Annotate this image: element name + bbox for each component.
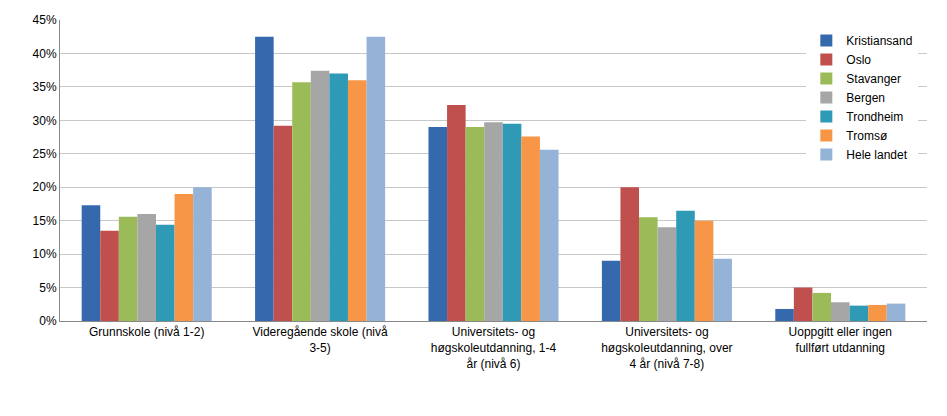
svg-text:Uoppgitt eller ingenfullført u: Uoppgitt eller ingenfullført utdanning xyxy=(789,325,892,355)
svg-text:Kristiansand: Kristiansand xyxy=(846,34,912,48)
svg-text:Oslo: Oslo xyxy=(846,53,871,67)
svg-text:20%: 20% xyxy=(33,180,57,194)
svg-text:45%: 45% xyxy=(33,13,57,27)
svg-text:Grunnskole (nivå 1-2): Grunnskole (nivå 1-2) xyxy=(89,325,204,339)
svg-text:0%: 0% xyxy=(39,314,57,328)
svg-text:15%: 15% xyxy=(33,214,57,228)
svg-text:Bergen: Bergen xyxy=(846,91,885,105)
svg-text:30%: 30% xyxy=(33,114,57,128)
svg-text:Tromsø: Tromsø xyxy=(846,129,888,143)
svg-text:Hele landet: Hele landet xyxy=(846,148,907,162)
svg-text:25%: 25% xyxy=(33,147,57,161)
svg-text:Stavanger: Stavanger xyxy=(846,72,901,86)
svg-text:10%: 10% xyxy=(33,247,57,261)
svg-text:Videregående skole (nivå3-5): Videregående skole (nivå3-5) xyxy=(252,325,388,355)
svg-text:35%: 35% xyxy=(33,80,57,94)
svg-text:40%: 40% xyxy=(33,47,57,61)
svg-text:Universitets- oghøgskoleutdann: Universitets- oghøgskoleutdanning, over4… xyxy=(601,325,732,370)
svg-text:5%: 5% xyxy=(39,281,57,295)
svg-text:Universitets- oghøgskoleutdann: Universitets- oghøgskoleutdanning, 1-4år… xyxy=(431,325,557,370)
svg-text:Trondheim: Trondheim xyxy=(846,110,903,124)
